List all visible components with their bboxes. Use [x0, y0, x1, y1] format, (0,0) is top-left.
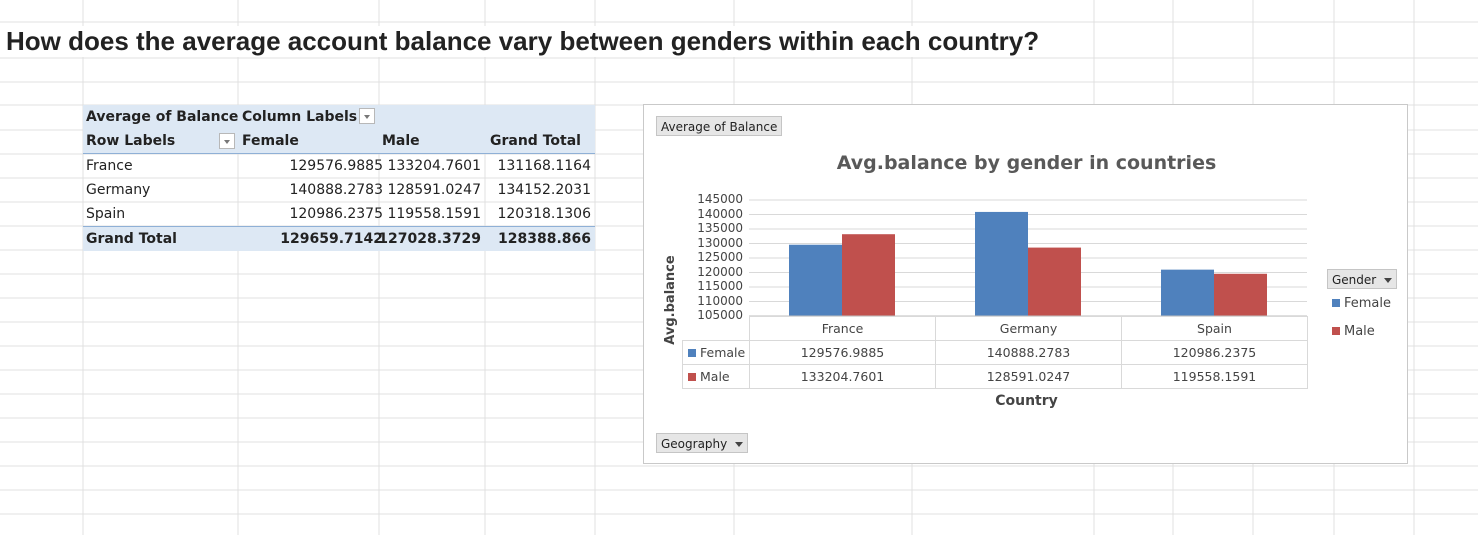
- row-label: Germany: [86, 182, 151, 198]
- pivot-col-grand-total: Grand Total: [490, 133, 581, 149]
- legend-item-male: Male: [1332, 324, 1375, 339]
- column-labels-filter-button[interactable]: [359, 108, 375, 124]
- data-table-category: France: [749, 316, 936, 341]
- data-table-value: 119558.1591: [1121, 364, 1308, 389]
- cell-value: 140888.2783: [289, 182, 383, 198]
- y-tick-label: 135000: [697, 221, 743, 235]
- plot-area: [749, 199, 1307, 317]
- data-table-value: 120986.2375: [1121, 340, 1308, 365]
- y-tick-label: 130000: [697, 235, 743, 250]
- axis-field-label: Geography: [661, 437, 728, 451]
- cell-value: 131168.1164: [497, 158, 591, 174]
- pivot-table: Average of Balance Column Labels Row Lab…: [83, 105, 595, 251]
- pivot-chart[interactable]: Average of Balance Avg.balance by gender…: [643, 104, 1408, 464]
- legend-item-female: Female: [1332, 296, 1391, 311]
- pivot-row-france: France 129576.9885 133204.7601 131168.11…: [83, 154, 595, 178]
- y-tick-label: 115000: [697, 279, 743, 293]
- legend-key: [1332, 299, 1340, 307]
- legend-field-button[interactable]: Gender: [1327, 269, 1398, 289]
- data-table-category: Germany: [935, 316, 1122, 341]
- cell-value: 129576.9885: [289, 158, 383, 174]
- legend-field-label: Gender: [1332, 273, 1377, 287]
- data-table-category: Spain: [1121, 316, 1308, 341]
- bar-male-germany[interactable]: [1028, 247, 1081, 316]
- chevron-down-icon: [735, 442, 744, 447]
- pivot-header-row-2: Row Labels Female Male Grand Total: [83, 129, 595, 154]
- bar-male-france[interactable]: [842, 234, 895, 316]
- y-tick-label: 110000: [697, 293, 743, 308]
- bar-female-france[interactable]: [789, 244, 842, 316]
- pivot-row-spain: Spain 120986.2375 119558.1591 120318.130…: [83, 202, 595, 226]
- cell-value: 133204.7601: [387, 158, 481, 174]
- y-tick-label: 145000: [697, 192, 743, 206]
- legend-label: Male: [1344, 324, 1375, 339]
- pivot-column-labels: Column Labels: [242, 109, 358, 125]
- legend-key: [1332, 327, 1340, 335]
- chevron-down-icon: [1384, 278, 1393, 283]
- x-axis-title: Country: [995, 393, 1058, 409]
- bar-male-spain[interactable]: [1214, 273, 1267, 316]
- series-name: Male: [700, 369, 730, 384]
- pivot-row-labels: Row Labels: [86, 133, 176, 149]
- pivot-value-field: Average of Balance: [86, 109, 239, 125]
- y-tick-label: 125000: [697, 250, 743, 264]
- row-label: France: [86, 158, 133, 174]
- data-table-corner: [682, 316, 750, 341]
- cell-value: 127028.3729: [378, 231, 481, 247]
- row-label: Grand Total: [86, 231, 177, 247]
- row-label: Spain: [86, 206, 126, 222]
- cell-value: 120318.1306: [497, 206, 591, 222]
- chart-title: Avg.balance by gender in countries: [836, 152, 1217, 174]
- data-table-row-female: Female 129576.9885 140888.2783 120986.23…: [682, 340, 1308, 365]
- y-tick-label: 140000: [697, 206, 743, 221]
- sheet-question-title: How does the average account balance var…: [6, 26, 1044, 57]
- data-table-row-male: Male 133204.7601 128591.0247 119558.1591: [682, 364, 1308, 389]
- data-table-value: 140888.2783: [935, 340, 1122, 365]
- data-table-value: 128591.0247: [935, 364, 1122, 389]
- data-table-series-label: Female: [682, 340, 750, 365]
- cell-value: 120986.2375: [289, 206, 383, 222]
- data-table-header-row: France Germany Spain: [682, 316, 1308, 341]
- cell-value: 128591.0247: [387, 182, 481, 198]
- pivot-col-male: Male: [382, 133, 420, 149]
- legend-label: Female: [1344, 296, 1392, 311]
- cell-value: 129659.7142: [280, 231, 383, 247]
- bar-female-germany[interactable]: [975, 211, 1028, 316]
- cell-value: 128388.866: [498, 231, 591, 247]
- data-table-value: 133204.7601: [749, 364, 936, 389]
- y-tick-label: 120000: [697, 264, 743, 279]
- pivot-row-germany: Germany 140888.2783 128591.0247 134152.2…: [83, 178, 595, 202]
- legend-key-female: [688, 349, 696, 357]
- data-table-series-label: Male: [682, 364, 750, 389]
- pivot-grand-total-row: Grand Total 129659.7142 127028.3729 1283…: [83, 226, 595, 251]
- data-table-value: 129576.9885: [749, 340, 936, 365]
- value-field-button[interactable]: Average of Balance: [656, 116, 783, 136]
- series-name: Female: [700, 345, 746, 360]
- bar-female-spain[interactable]: [1161, 269, 1214, 316]
- axis-field-button[interactable]: Geography: [656, 433, 749, 453]
- cell-value: 134152.2031: [497, 182, 591, 198]
- legend-key-male: [688, 373, 696, 381]
- row-labels-filter-button[interactable]: [219, 133, 235, 149]
- pivot-col-female: Female: [242, 133, 299, 149]
- pivot-header-row: Average of Balance Column Labels: [83, 105, 595, 129]
- cell-value: 119558.1591: [387, 206, 481, 222]
- chart-data-table: France Germany Spain Female 129576.9885 …: [682, 316, 1308, 389]
